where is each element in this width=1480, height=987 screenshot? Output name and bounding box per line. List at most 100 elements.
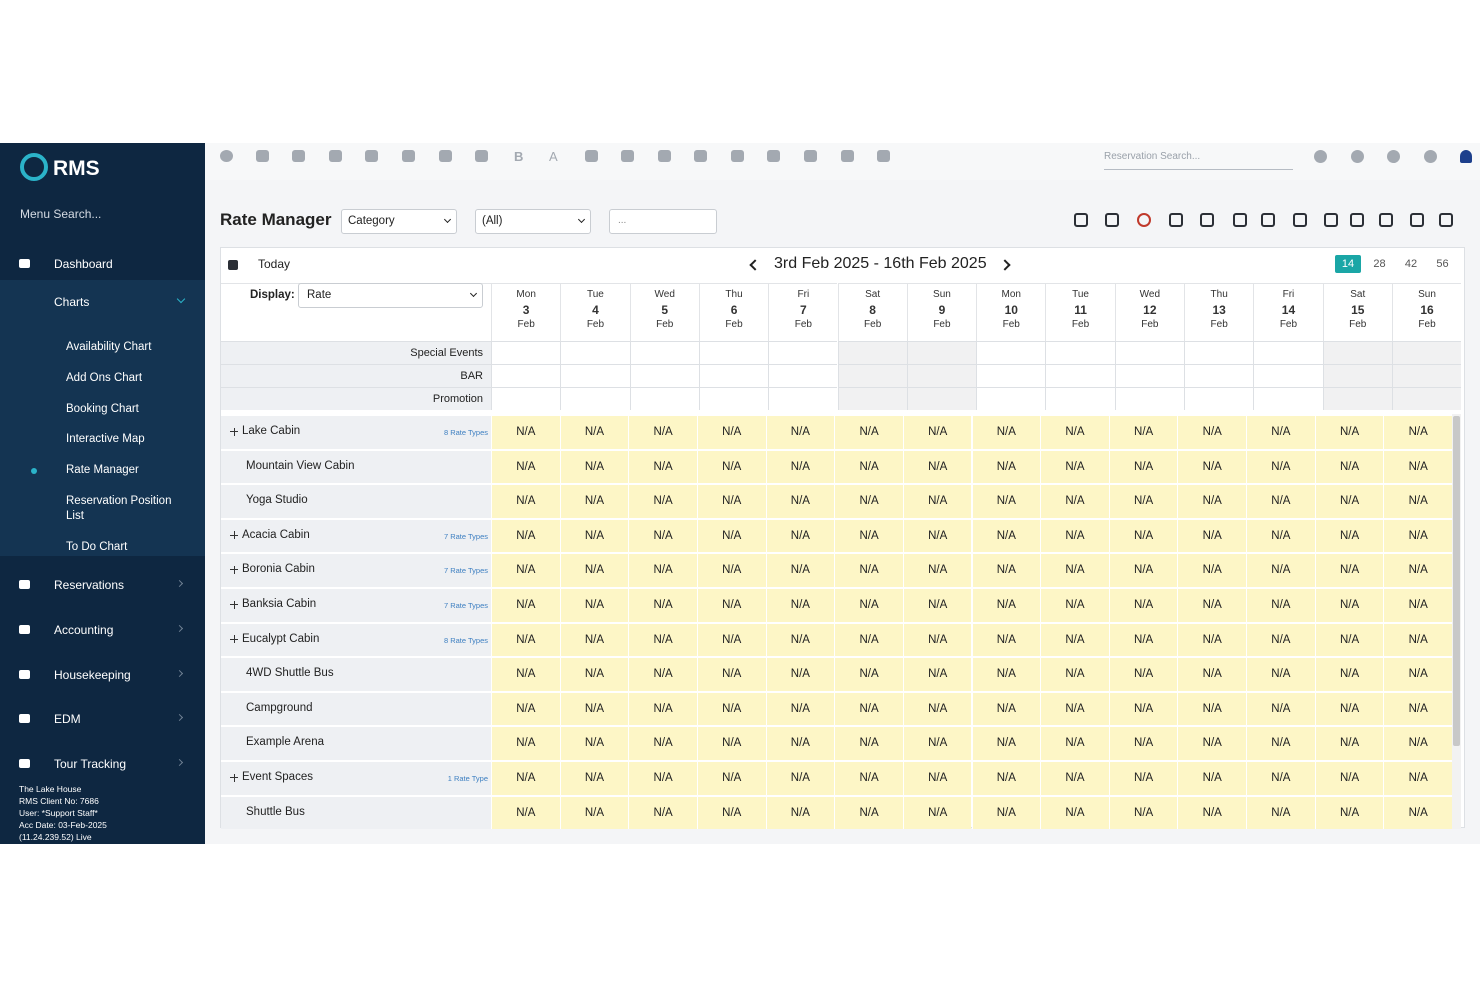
special-cell[interactable] [1391,341,1462,364]
rate-cell[interactable]: N/A [1108,552,1178,587]
header-icon[interactable] [1169,213,1183,227]
rate-cell[interactable]: N/A [491,552,560,587]
rate-cell[interactable]: N/A [696,725,766,760]
rate-cell[interactable]: N/A [1246,414,1315,449]
rate-cell[interactable]: N/A [559,414,629,449]
rate-cell[interactable]: N/A [1314,483,1384,518]
rate-cell[interactable]: N/A [628,656,697,691]
rate-cell[interactable]: N/A [1108,517,1178,553]
rate-cell[interactable]: N/A [902,448,972,484]
rate-cell[interactable]: N/A [1383,760,1452,795]
special-cell[interactable] [629,341,699,364]
room-label[interactable]: Boronia Cabin 7 Rate Types [221,552,491,587]
rate-cell[interactable]: N/A [971,760,1041,795]
expand-v[interactable] [233,600,235,609]
rate-cell[interactable]: N/A [834,448,903,484]
toolbar-icon[interactable] [292,150,305,162]
period-button[interactable]: 42 [1404,258,1418,270]
rate-cell[interactable]: N/A [559,794,629,830]
submenu-item[interactable]: To Do Chart [66,541,128,553]
menu-item[interactable]: EDM [54,712,81,726]
rate-cell[interactable]: N/A [971,448,1041,484]
rate-cell[interactable]: N/A [1177,656,1247,691]
special-cell[interactable] [1253,364,1323,387]
special-cell[interactable] [837,341,907,364]
rate-cell[interactable]: N/A [902,621,972,657]
rate-cell[interactable]: N/A [1177,794,1247,830]
special-cell[interactable] [837,387,907,410]
special-cell[interactable] [1253,387,1323,410]
room-label[interactable]: 4WD Shuttle Bus [221,656,491,691]
special-cell[interactable] [1184,341,1254,364]
header-icon[interactable] [1233,213,1247,227]
special-cell[interactable] [1391,387,1462,410]
header-icon[interactable] [1439,213,1453,227]
rate-cell[interactable]: N/A [1246,794,1315,830]
rate-cell[interactable]: N/A [902,760,972,795]
rate-cell[interactable]: N/A [1383,656,1452,691]
rate-cell[interactable]: N/A [1040,448,1109,484]
rate-cell[interactable]: N/A [696,760,766,795]
rate-cell[interactable]: N/A [696,656,766,691]
toolbar-icon[interactable] [329,150,342,162]
rate-cell[interactable]: N/A [971,552,1041,587]
special-cell[interactable] [1045,387,1115,410]
rate-cell[interactable]: N/A [1314,621,1384,657]
room-label[interactable]: Eucalypt Cabin 8 Rate Types [221,621,491,657]
rate-cell[interactable]: N/A [696,552,766,587]
rate-cell[interactable]: N/A [628,448,697,484]
special-cell[interactable] [629,364,699,387]
room-label[interactable]: Banksia Cabin 7 Rate Types [221,587,491,622]
rate-cell[interactable]: N/A [971,587,1041,622]
select[interactable]: Category [341,209,457,234]
toolbar-icon[interactable] [804,150,817,162]
special-cell[interactable] [1114,387,1184,410]
rate-cell[interactable]: N/A [1177,587,1247,622]
toolbar-icon[interactable] [658,150,671,162]
toolbar-icon[interactable] [475,150,488,162]
header-icon[interactable] [1105,213,1119,227]
rate-cell[interactable]: N/A [1040,621,1109,657]
rate-cell[interactable]: N/A [559,552,629,587]
room-label[interactable]: Event Spaces 1 Rate Type [221,760,491,795]
special-cell[interactable] [1253,341,1323,364]
rate-cell[interactable]: N/A [559,587,629,622]
rate-cell[interactable]: N/A [1314,448,1384,484]
rate-cell[interactable]: N/A [628,725,697,760]
room-label[interactable]: Yoga Studio [221,483,491,518]
toolbar-icon[interactable] [694,150,707,162]
rate-cell[interactable]: N/A [1108,690,1178,726]
rate-cell[interactable]: N/A [1246,725,1315,760]
rate-cell[interactable]: N/A [902,656,972,691]
rate-cell[interactable]: N/A [491,587,560,622]
rate-cell[interactable]: N/A [1314,760,1384,795]
special-cell[interactable] [1045,364,1115,387]
rate-cell[interactable]: N/A [1108,656,1178,691]
toolbar-icon[interactable] [1424,150,1437,163]
rate-cell[interactable]: N/A [1040,690,1109,726]
special-cell[interactable] [491,387,561,410]
room-label[interactable]: Mountain View Cabin [221,448,491,484]
rate-cell[interactable]: N/A [1040,587,1109,622]
rate-cell[interactable]: N/A [1246,760,1315,795]
rate-cell[interactable]: N/A [628,414,697,449]
select[interactable]: (All) [475,209,591,234]
rate-cell[interactable]: N/A [1177,483,1247,518]
rate-cell[interactable]: N/A [1108,448,1178,484]
rate-cell[interactable]: N/A [1246,448,1315,484]
rate-cell[interactable]: N/A [834,794,903,830]
rate-cell[interactable]: N/A [765,483,835,518]
rate-cell[interactable]: N/A [491,690,560,726]
rate-cell[interactable]: N/A [834,725,903,760]
header-icon[interactable] [1324,213,1338,227]
rate-cell[interactable]: N/A [834,587,903,622]
rate-cell[interactable]: N/A [765,414,835,449]
special-cell[interactable] [1322,341,1392,364]
rate-cell[interactable]: N/A [1246,483,1315,518]
toolbar-icon[interactable] [220,150,233,162]
rate-cell[interactable]: N/A [628,690,697,726]
special-cell[interactable] [491,341,561,364]
user-icon[interactable] [1460,150,1472,163]
rate-cell[interactable]: N/A [1314,517,1384,553]
submenu-item[interactable]: Interactive Map [66,433,145,445]
